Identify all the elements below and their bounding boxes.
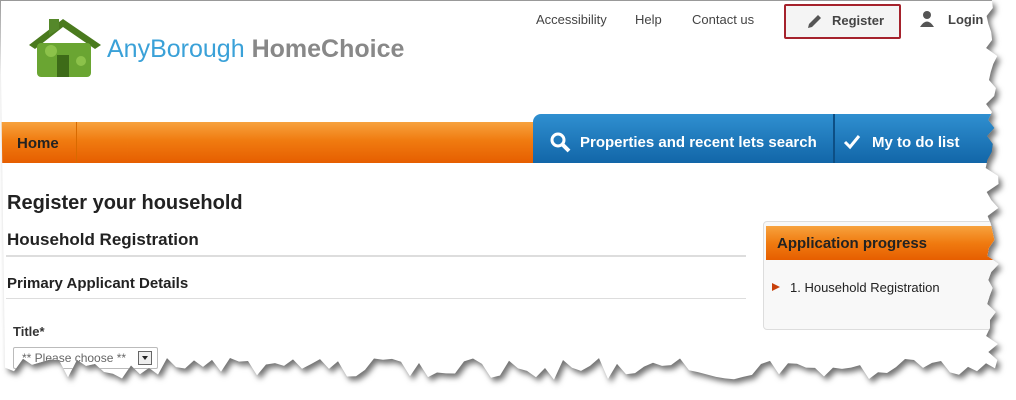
logo-text[interactable]: AnyBorough HomeChoice [107,35,404,64]
progress-step[interactable]: 1. Household Registration [790,280,940,295]
link[interactable]: Help [635,12,662,27]
select-placeholder: ** Please choose ** [22,351,127,365]
link[interactable]: Accessibility [536,12,607,27]
logo-icon [29,19,101,77]
section-title: Household Registration [7,230,199,249]
register-label: Register [832,13,885,28]
progress-title: Application progress [777,235,928,252]
nav-todo[interactable]: My to do list [872,134,960,151]
subsection-title: Primary Applicant Details [7,275,189,292]
pencil-icon [808,15,821,28]
nav-divider [833,114,835,163]
logo-second: HomeChoice [251,35,405,63]
progress-header: Application progress [766,226,999,260]
user-icon [920,11,934,27]
nav-home[interactable]: Home [17,135,59,152]
divider [6,255,746,257]
search-icon [550,132,571,153]
page-title: Register your household [7,192,243,214]
select-arrow [138,351,152,365]
screenshot: AnyBorough HomeChoice Accessibility Help… [0,0,999,380]
link[interactable]: Contact us [692,12,755,27]
nav-search[interactable]: Properties and recent lets search [580,134,817,151]
title-select[interactable]: ** Please choose ** [13,347,158,369]
register-button[interactable]: Register [784,4,901,39]
check-icon [843,135,861,150]
nav-divider [76,122,77,163]
step-arrow [772,283,780,291]
field-label: Title* [13,324,45,339]
divider [6,298,746,299]
logo-first: AnyBorough [107,35,245,63]
nav-tabs [533,114,999,163]
login-link[interactable]: Login [948,12,984,27]
